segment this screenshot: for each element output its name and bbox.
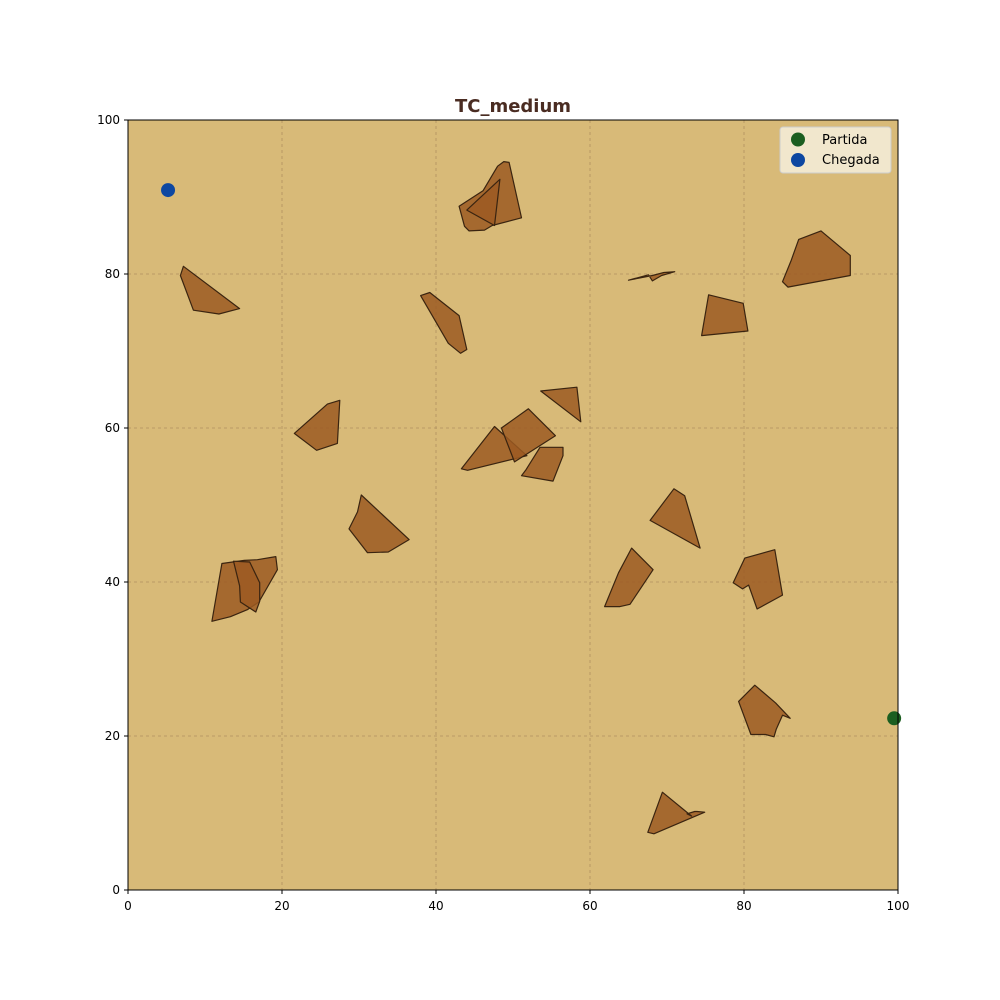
obstacle-polygon <box>700 294 749 337</box>
obstacle-layer <box>179 161 851 835</box>
x-axis: 0 20 40 60 80 100 <box>124 890 909 913</box>
legend-label-partida: Partida <box>822 133 868 148</box>
obstacle-polygon <box>420 291 468 354</box>
obstacle-polygon <box>732 549 784 610</box>
legend-marker-partida <box>791 132 805 147</box>
obstacle-polygon <box>603 547 654 608</box>
x-tick-label: 0 <box>124 899 132 913</box>
obstacle-polygon <box>737 684 791 738</box>
obstacle-polygon <box>647 791 706 835</box>
obstacle-polygon <box>540 386 582 423</box>
obstacle-polygon <box>179 265 241 315</box>
plot-background <box>128 120 898 890</box>
obstacle-polygon <box>649 488 701 549</box>
legend-marker-chegada <box>791 153 805 167</box>
x-tick-label: 20 <box>274 899 289 913</box>
legend-label-chegada: Chegada <box>822 153 880 168</box>
legend-box <box>779 126 892 174</box>
y-tick-label: 0 <box>112 883 120 897</box>
obstacle-polygon <box>781 230 851 288</box>
obstacle-polygon <box>232 560 261 613</box>
obstacle-polygon <box>348 494 410 554</box>
point-chegada <box>161 183 176 198</box>
y-axis: 0 20 40 60 80 100 <box>97 113 128 897</box>
y-tick-label: 100 <box>97 113 120 127</box>
x-tick-label: 80 <box>736 899 751 913</box>
y-tick-label: 40 <box>105 575 120 589</box>
y-tick-label: 60 <box>105 421 120 435</box>
x-tick-label: 40 <box>428 899 443 913</box>
point-partida <box>887 711 902 726</box>
y-tick-label: 20 <box>105 729 120 743</box>
x-tick-label: 60 <box>582 899 597 913</box>
legend: Partida Chegada <box>779 126 892 174</box>
obstacle-polygon <box>520 446 564 482</box>
obstacle-polygon <box>627 271 676 282</box>
obstacle-polygon <box>466 178 501 227</box>
chart-title: TC_medium <box>455 96 571 117</box>
obstacle-polygon <box>293 399 341 451</box>
obstacle-polygon <box>500 408 557 463</box>
plot-frame <box>127 119 899 891</box>
y-tick-label: 80 <box>105 267 120 281</box>
obstacle-polygon <box>460 425 528 471</box>
x-tick-label: 100 <box>887 899 910 913</box>
